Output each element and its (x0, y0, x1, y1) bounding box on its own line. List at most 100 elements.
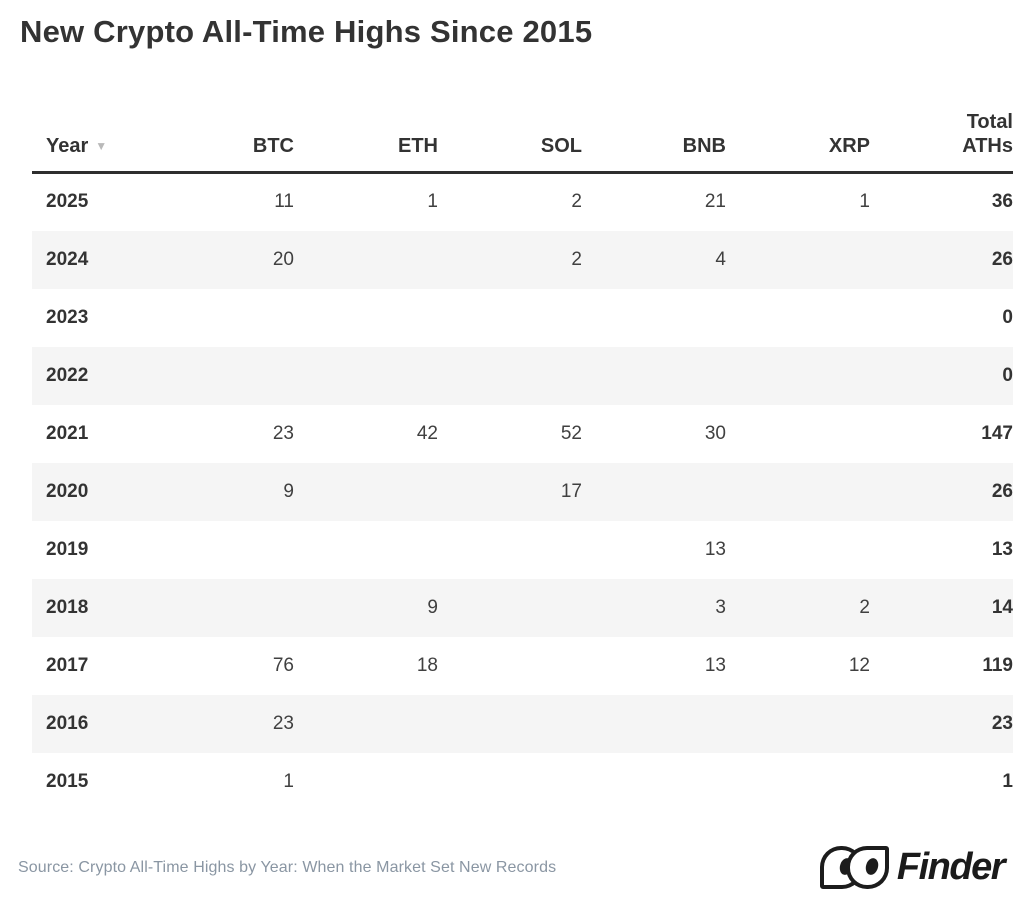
page-title: New Crypto All-Time Highs Since 2015 (20, 14, 593, 49)
sol-cell: 17 (560, 480, 582, 502)
year-header-label: Year (46, 135, 89, 157)
xrp-cell: 1 (859, 191, 870, 213)
source-attribution: Source: Crypto All-Time Highs by Year: W… (18, 858, 557, 876)
table-row: 2025 11 1 2 21 1 36 (32, 173, 1013, 231)
column-header-xrp: XRP (828, 135, 870, 157)
table-row: 2023 0 (32, 289, 1013, 347)
bnb-cell (582, 347, 726, 405)
table-row: 2018 9 3 2 14 (32, 578, 1013, 637)
bnb-cell: 4 (715, 248, 726, 270)
sol-cell (438, 695, 582, 753)
year-cell: 2017 (46, 654, 89, 676)
year-cell: 2020 (46, 480, 89, 502)
btc-cell (150, 289, 294, 347)
year-cell: 2021 (46, 422, 89, 444)
total-cell: 147 (981, 422, 1013, 444)
column-header-year[interactable]: Year ▼ (32, 110, 150, 173)
total-cell: 13 (991, 538, 1013, 560)
year-cell: 2023 (46, 306, 89, 328)
table-row: 2020 9 17 26 (32, 462, 1013, 521)
finder-wordmark: Finder (896, 846, 1006, 888)
sol-cell (438, 347, 582, 405)
total-cell: 14 (991, 596, 1013, 618)
year-cell: 2016 (46, 712, 89, 734)
xrp-cell (726, 521, 870, 579)
ath-table-container: Year ▼ BTC ETH SOL BNB XRP Total ATHs 2025… (32, 110, 1013, 811)
total-cell: 26 (991, 480, 1013, 502)
total-cell: 0 (1002, 306, 1013, 328)
finder-eyes-icon (819, 844, 890, 891)
sol-cell: 52 (560, 422, 582, 444)
total-cell: 119 (982, 654, 1013, 676)
bnb-cell (582, 463, 726, 521)
xrp-cell (726, 695, 870, 753)
xrp-cell (726, 463, 870, 521)
column-header-btc: BTC (252, 135, 294, 157)
btc-cell (150, 579, 294, 637)
xrp-cell (726, 405, 870, 463)
eth-cell (294, 231, 438, 289)
ath-table: Year ▼ BTC ETH SOL BNB XRP Total ATHs 2025… (32, 110, 1013, 811)
eth-cell (294, 347, 438, 405)
total-cell: 36 (991, 191, 1013, 213)
year-cell: 2024 (46, 248, 89, 270)
eth-cell (294, 695, 438, 753)
bnb-cell: 13 (704, 654, 726, 676)
btc-cell: 9 (283, 480, 294, 502)
btc-cell: 1 (283, 770, 294, 792)
sol-cell (438, 521, 582, 579)
btc-cell (150, 521, 294, 579)
btc-cell: 11 (274, 191, 294, 213)
btc-cell: 20 (272, 248, 294, 270)
sol-cell (438, 579, 582, 637)
column-header-bnb: BNB (682, 135, 726, 157)
eth-cell (294, 521, 438, 579)
table-row: 2017 76 18 13 12 119 (32, 637, 1013, 695)
xrp-cell (726, 289, 870, 347)
column-header-total-aths: Total ATHs (870, 110, 1013, 173)
bnb-cell: 21 (704, 191, 726, 213)
sol-cell (438, 289, 582, 347)
header-row: Year ▼ BTC ETH SOL BNB XRP Total ATHs (32, 110, 1013, 173)
table-row: 2021 23 42 52 30 147 (32, 405, 1013, 463)
bnb-cell: 30 (704, 422, 726, 444)
eth-cell (294, 753, 438, 811)
sol-cell: 2 (571, 191, 582, 213)
table-row: 2024 20 2 4 26 (32, 230, 1013, 289)
total-cell: 23 (991, 712, 1013, 734)
total-cell: 0 (1002, 364, 1013, 386)
eth-cell: 42 (416, 422, 438, 444)
bnb-cell (582, 753, 726, 811)
table-row: 2016 23 23 (32, 694, 1013, 753)
sol-cell (438, 753, 582, 811)
eth-cell (294, 289, 438, 347)
bnb-cell (582, 695, 726, 753)
table-row: 2022 0 (32, 346, 1013, 405)
total-header-line2: ATHs (962, 135, 1013, 157)
finder-logo: Finder (819, 844, 1006, 891)
year-cell: 2015 (46, 770, 89, 792)
btc-cell (150, 347, 294, 405)
bnb-cell: 13 (704, 538, 726, 560)
year-cell: 2019 (46, 538, 89, 560)
btc-cell: 76 (272, 654, 294, 676)
column-header-eth: ETH (398, 135, 438, 157)
total-cell: 26 (991, 248, 1013, 270)
eth-cell: 18 (416, 654, 438, 676)
btc-cell: 23 (272, 712, 294, 734)
sol-cell: 2 (571, 248, 582, 270)
xrp-cell (726, 347, 870, 405)
btc-cell: 23 (272, 422, 294, 444)
table-row: 2015 1 1 (32, 753, 1013, 811)
year-cell: 2022 (46, 364, 89, 386)
table-row: 2019 13 13 (32, 521, 1013, 579)
bnb-cell: 3 (715, 596, 726, 618)
total-header-line1: Total (966, 111, 1013, 133)
sort-descending-icon: ▼ (95, 139, 108, 153)
xrp-cell (726, 231, 870, 289)
footer: Source: Crypto All-Time Highs by Year: W… (18, 844, 1006, 891)
bnb-cell (582, 289, 726, 347)
xrp-cell: 12 (848, 654, 870, 676)
total-cell: 1 (1002, 770, 1013, 792)
eth-cell (294, 463, 438, 521)
